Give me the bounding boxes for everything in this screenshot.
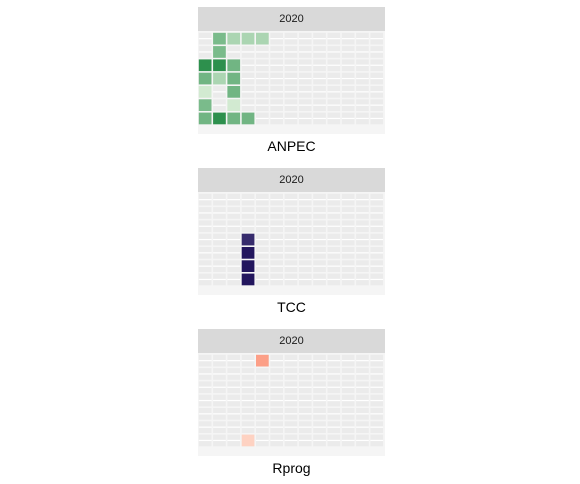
activity-cell — [227, 72, 241, 85]
chart-title-rprog: Rprog — [272, 460, 311, 476]
activity-cell — [241, 434, 255, 447]
activity-cell — [213, 72, 226, 85]
activity-cell — [241, 273, 255, 286]
calendar-panel-anpec: 2020 ANPEC — [198, 7, 385, 157]
facet-strip-rprog: 2020 — [198, 329, 385, 353]
activity-cell — [241, 32, 255, 45]
activity-cell — [256, 32, 269, 45]
activity-cell — [198, 72, 212, 85]
heatmap-grid-anpec — [198, 31, 385, 134]
activity-cell — [213, 59, 226, 72]
activity-cell — [227, 112, 241, 125]
activity-cell — [198, 86, 212, 98]
activity-cell — [241, 260, 255, 272]
activity-cell — [198, 112, 212, 125]
chart-title-anpec: ANPEC — [267, 138, 316, 154]
activity-cell — [198, 99, 212, 111]
activity-cell — [198, 59, 212, 72]
activity-cell — [213, 46, 226, 58]
activity-cell — [227, 59, 241, 72]
heatmap-svg-anpec — [198, 31, 385, 134]
activity-cell — [241, 247, 255, 259]
heatmap-grid-tcc — [198, 192, 385, 295]
heatmap-grid-rprog — [198, 353, 385, 456]
activity-cell — [256, 354, 269, 367]
chart-title-tcc: TCC — [277, 299, 306, 315]
activity-cell — [213, 32, 226, 45]
facet-strip-tcc: 2020 — [198, 168, 385, 192]
heatmap-svg-rprog — [198, 353, 385, 456]
facet-strip-anpec: 2020 — [198, 7, 385, 31]
activity-cell — [227, 32, 241, 45]
heatmap-svg-tcc — [198, 192, 385, 295]
calendar-panel-rprog: 2020 Rprog — [198, 329, 385, 479]
activity-cell — [241, 112, 255, 125]
activity-cell — [213, 112, 226, 125]
activity-cell — [227, 99, 241, 111]
activity-cell — [241, 233, 255, 246]
calendar-panel-tcc: 2020 TCC — [198, 168, 385, 318]
activity-cell — [227, 86, 241, 98]
